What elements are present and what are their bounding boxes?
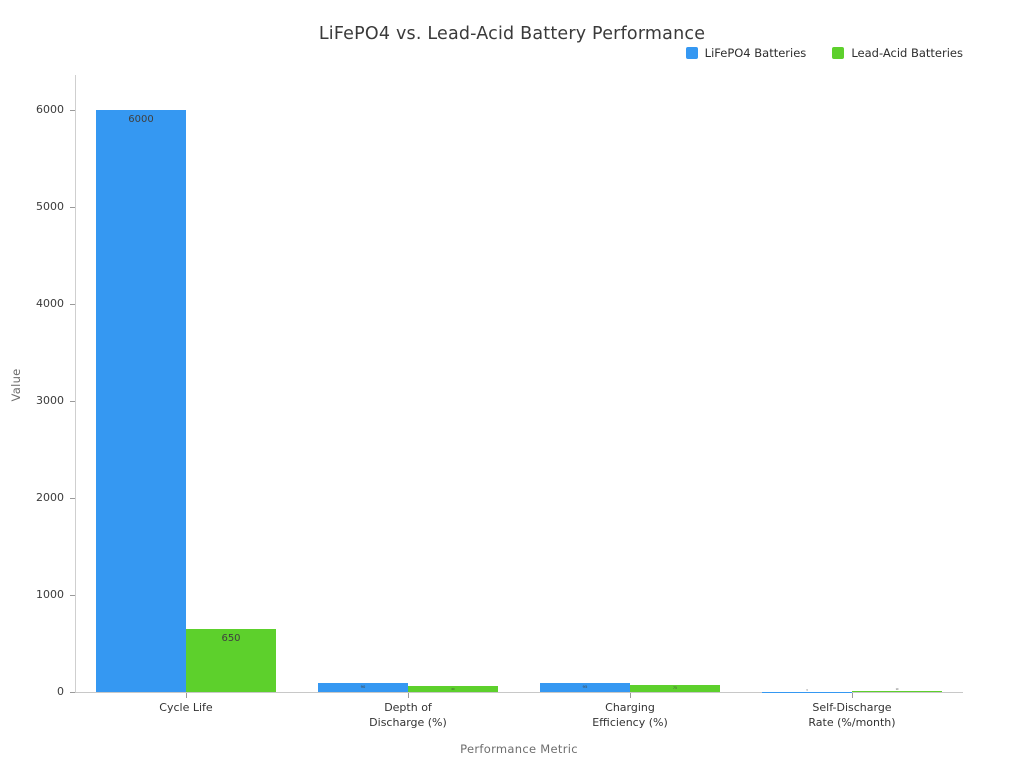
y-tick-label: 2000 <box>36 491 64 504</box>
bar-label: 650 <box>221 632 241 644</box>
y-tick <box>70 207 75 208</box>
y-axis-line <box>75 75 76 692</box>
bar <box>408 686 498 692</box>
x-tick <box>852 693 853 698</box>
y-tick-label: 5000 <box>36 200 64 213</box>
x-axis-line <box>75 692 963 693</box>
x-category-label: Depth of Discharge (%) <box>369 701 447 729</box>
bar <box>318 683 408 692</box>
y-axis-title: Value <box>9 368 23 402</box>
x-tick <box>408 693 409 698</box>
y-tick-label: 4000 <box>36 297 64 310</box>
legend-label-lifepo4: LiFePO4 Batteries <box>704 46 807 60</box>
y-tick-label: 3000 <box>36 394 64 407</box>
y-tick <box>70 595 75 596</box>
legend-item-lifepo4: LiFePO4 Batteries <box>685 46 807 60</box>
bar-label: 60 <box>451 687 455 691</box>
y-tick <box>70 498 75 499</box>
y-tick-label: 6000 <box>36 103 64 116</box>
bar <box>630 684 720 692</box>
x-category-label: Cycle Life <box>159 701 213 714</box>
bar-label: 75 <box>673 686 677 691</box>
legend-item-leadacid: Lead-Acid Batteries <box>832 46 963 60</box>
bar-label: 90 <box>360 684 366 689</box>
y-tick-label: 0 <box>57 685 64 698</box>
bar <box>852 691 942 692</box>
x-category-label: Charging Efficiency (%) <box>592 701 668 729</box>
legend-swatch-lifepo4-icon <box>685 47 698 59</box>
x-category-label: Self-Discharge Rate (%/month) <box>808 701 896 729</box>
bar-label: 6000 <box>128 114 154 125</box>
x-tick <box>630 693 631 698</box>
y-tick <box>70 401 75 402</box>
bar-label: 95 <box>582 684 588 690</box>
legend-swatch-leadacid-icon <box>832 47 845 59</box>
legend-label-leadacid: Lead-Acid Batteries <box>851 46 963 60</box>
x-tick <box>186 693 187 698</box>
legend: LiFePO4 Batteries Lead-Acid Batteries <box>685 46 963 60</box>
chart-title: LiFePO4 vs. Lead-Acid Battery Performanc… <box>318 24 706 44</box>
y-tick-label: 1000 <box>36 588 64 601</box>
bar <box>186 628 276 692</box>
bar <box>96 110 186 692</box>
y-tick <box>70 110 75 111</box>
x-axis-title: Performance Metric <box>460 742 578 756</box>
y-tick <box>70 692 75 693</box>
bar-label: 3 <box>806 688 808 692</box>
bar <box>540 682 630 692</box>
bar-label: 10 <box>895 687 899 691</box>
y-tick <box>70 304 75 305</box>
